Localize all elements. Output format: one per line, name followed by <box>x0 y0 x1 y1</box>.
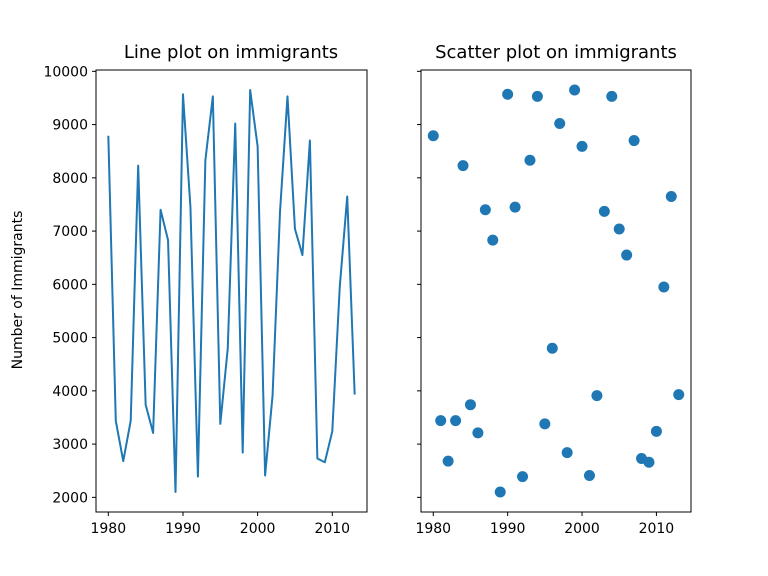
scatter-point <box>531 90 543 102</box>
scatter-point <box>464 399 476 411</box>
scatter-point <box>524 154 536 166</box>
scatter-point <box>487 234 499 246</box>
scatter-point <box>427 130 439 142</box>
scatter-point <box>569 84 581 96</box>
y-tick-label: 5000 <box>52 331 88 347</box>
scatter-point <box>658 281 670 293</box>
y-axis-label: Number of Immigrants <box>10 211 26 370</box>
x-tick-label: 2000 <box>564 521 600 537</box>
scatter-point <box>479 204 491 216</box>
x-tick-label: 1980 <box>415 521 451 537</box>
scatter-point <box>539 418 551 430</box>
immigrants-line-series <box>107 88 356 494</box>
scatter-point <box>457 160 469 172</box>
y-tick-label: 6000 <box>52 277 88 293</box>
scatter-point <box>606 90 618 102</box>
scatter-point <box>450 415 462 427</box>
scatter-point <box>554 118 566 130</box>
y-tick-label: 4000 <box>52 384 88 400</box>
scatter-point <box>561 447 573 459</box>
y-tick-label: 3000 <box>52 437 88 453</box>
scatter-point <box>613 223 625 235</box>
scatter-point <box>643 456 655 468</box>
y-tick-label: 2000 <box>52 490 88 506</box>
x-tick-label: 1990 <box>490 521 526 537</box>
scatter-point <box>583 470 595 482</box>
scatter-point <box>665 190 677 202</box>
scatter-plot-frame <box>420 69 692 513</box>
scatter-point <box>621 249 633 261</box>
line-plot-title: Line plot on immigrants <box>124 42 338 63</box>
x-tick-label: 1990 <box>165 521 201 537</box>
scatter-point <box>502 88 514 100</box>
scatter-point <box>517 471 529 483</box>
scatter-point <box>598 205 610 217</box>
line-plot-frame <box>95 69 368 513</box>
x-tick-label: 1980 <box>90 521 126 537</box>
x-tick-label: 2010 <box>314 521 350 537</box>
scatter-point <box>472 427 484 439</box>
x-tick-label: 2000 <box>240 521 276 537</box>
scatter-point <box>442 455 454 467</box>
scatter-point <box>591 390 603 402</box>
line-plot-axes: Line plot on immigrants Number of Immigr… <box>10 42 368 537</box>
y-tick-label: 8000 <box>52 171 88 187</box>
scatter-point <box>435 415 447 427</box>
scatter-point <box>494 486 506 498</box>
y-tick-label: 10000 <box>43 64 88 80</box>
scatter-point <box>673 389 685 401</box>
scatter-plot-title: Scatter plot on immigrants <box>435 42 677 63</box>
y-tick-label: 9000 <box>52 118 88 134</box>
scatter-point <box>509 201 521 213</box>
y-tick-label: 7000 <box>52 224 88 240</box>
scatter-point <box>576 140 588 152</box>
scatter-point <box>628 135 640 147</box>
x-tick-label: 2010 <box>639 521 675 537</box>
scatter-plot-axes: Scatter plot on immigrants 1980 1990 2000 2… <box>415 42 692 537</box>
scatter-point <box>546 342 558 354</box>
scatter-point <box>650 425 662 437</box>
